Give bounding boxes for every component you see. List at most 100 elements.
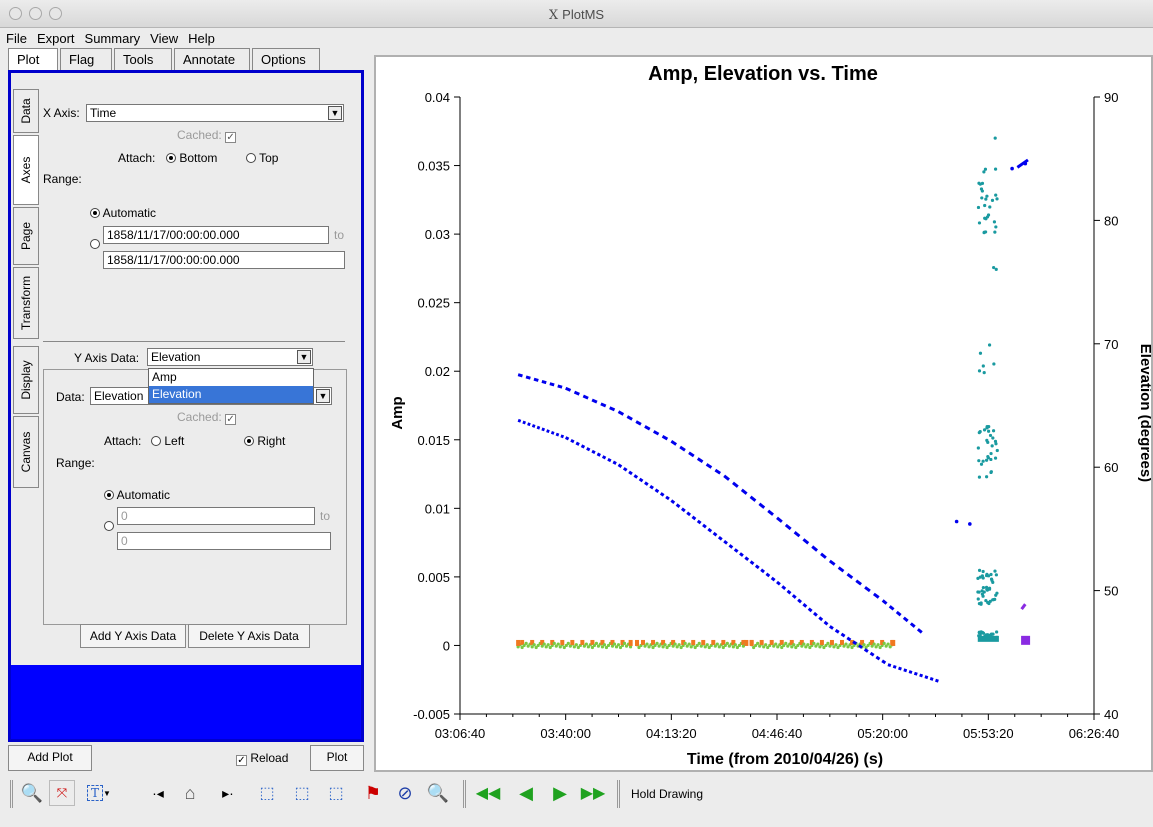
- mark-region-icon[interactable]: ⬚: [259, 785, 275, 802]
- next-iteration-icon[interactable]: ▶: [553, 782, 567, 803]
- amp-point: [663, 643, 667, 647]
- clear-regions-icon[interactable]: ⬚: [328, 785, 344, 802]
- elevation-segment: [596, 452, 601, 457]
- y2-tick-label: 80: [1104, 213, 1118, 228]
- x-range-from-input[interactable]: 1858/11/17/00:00:00.000: [103, 226, 329, 244]
- elevation-segment: [869, 651, 875, 657]
- locate-icon[interactable]: 🔍: [426, 782, 450, 803]
- y-range-to-input[interactable]: 0: [117, 532, 331, 550]
- x-manual-radio[interactable]: [90, 237, 100, 251]
- dropdown-option-amp[interactable]: Amp: [152, 370, 177, 384]
- amp-point: [758, 644, 762, 648]
- elevation-segment: [749, 560, 755, 566]
- zoom-icon[interactable]: 🔍: [20, 782, 44, 803]
- x-range-to-input[interactable]: 1858/11/17/00:00:00.000: [103, 251, 345, 269]
- add-y-axis-data-button[interactable]: Add Y Axis Data: [80, 624, 186, 648]
- delete-y-axis-data-button[interactable]: Delete Y Axis Data: [188, 624, 310, 648]
- side-tab-page[interactable]: Page: [13, 207, 39, 265]
- elevation-segment: [784, 523, 792, 531]
- amp-flag-point: [516, 639, 521, 646]
- menu-summary[interactable]: Summary: [84, 31, 141, 46]
- pan-left-icon[interactable]: ·◂: [152, 784, 164, 801]
- x-axis-select[interactable]: Time ▼: [86, 104, 344, 122]
- add-plot-button[interactable]: Add Plot: [8, 745, 92, 771]
- radio-empty-icon: [246, 153, 256, 163]
- unflag-icon[interactable]: ⊘: [397, 782, 413, 803]
- subtract-region-icon[interactable]: ⬚: [294, 785, 310, 802]
- side-tab-data[interactable]: Data: [13, 89, 39, 133]
- elevation-segment: [732, 481, 739, 488]
- side-tab-canvas-label: Canvas: [19, 431, 33, 473]
- y-axis-data-select[interactable]: Elevation ▼: [147, 348, 313, 366]
- elevation-segment: [522, 420, 526, 425]
- home-icon[interactable]: ⌂: [184, 782, 196, 803]
- y-automatic-radio[interactable]: Automatic: [104, 488, 170, 502]
- side-tab-canvas[interactable]: Canvas: [13, 416, 39, 488]
- plot-canvas[interactable]: Amp, Elevation vs. Time Time (from 2010/…: [374, 55, 1153, 772]
- y-manual-radio[interactable]: [104, 519, 114, 533]
- y-attach-left-radio[interactable]: Left: [151, 434, 184, 448]
- pan-right-icon[interactable]: ▸·: [222, 784, 234, 801]
- amp-point: [978, 351, 983, 355]
- amp-point: [548, 645, 552, 650]
- x-tick-label: 05:20:00: [857, 726, 908, 741]
- x-attach-bottom-radio[interactable]: Bottom: [166, 151, 217, 165]
- elevation-segment: [740, 488, 748, 495]
- x-automatic-radio[interactable]: Automatic: [90, 206, 156, 220]
- toolbar-grip: [10, 780, 13, 808]
- amp-flag-point: [749, 639, 754, 646]
- last-iteration-icon[interactable]: ▶▶: [580, 785, 606, 802]
- y-attach-right-radio[interactable]: Right: [244, 434, 285, 448]
- elevation-segment: [895, 610, 902, 617]
- x-attach-top-radio[interactable]: Top: [246, 151, 278, 165]
- y-automatic-text: Automatic: [116, 488, 171, 502]
- tab-options[interactable]: Options: [252, 48, 320, 71]
- flag-icon[interactable]: ⚑: [364, 782, 382, 803]
- amp-point: [522, 643, 526, 648]
- elevation-segment: [659, 492, 665, 497]
- radio-selected-icon: [166, 153, 176, 163]
- amp-point: [804, 645, 808, 649]
- dropdown-option-elevation[interactable]: Elevation: [149, 386, 313, 403]
- amp-flag-point: [520, 639, 525, 645]
- menu-view[interactable]: View: [150, 31, 179, 46]
- amp-point: [988, 205, 992, 209]
- amp-point: [983, 216, 987, 220]
- elevation-segment: [828, 559, 836, 566]
- menu-file[interactable]: File: [6, 31, 27, 46]
- tab-flag[interactable]: Flag: [60, 48, 112, 71]
- y-tick-label: 0.005: [417, 570, 450, 585]
- elevation-segment: [626, 415, 633, 421]
- side-tab-transform[interactable]: Transform: [13, 267, 39, 339]
- amp-point: [991, 436, 995, 440]
- elevation-segment: [793, 531, 801, 538]
- amp-point: [977, 369, 982, 373]
- previous-iteration-icon[interactable]: ◀: [519, 782, 533, 803]
- zoom-window-button[interactable]: [49, 7, 62, 20]
- hold-drawing-button[interactable]: Hold Drawing: [631, 787, 704, 801]
- menu-help[interactable]: Help: [188, 31, 215, 46]
- amp-point: [679, 645, 683, 650]
- x-tick-label: 03:40:00: [540, 726, 591, 741]
- elevation-segment: [531, 424, 536, 428]
- tab-tools[interactable]: Tools: [114, 48, 172, 71]
- amp-point: [645, 642, 649, 646]
- elevation-segment: [935, 678, 939, 683]
- tab-plot[interactable]: Plot: [8, 48, 58, 71]
- plot-button[interactable]: Plot: [310, 745, 364, 771]
- side-tab-axes[interactable]: Axes: [13, 135, 39, 205]
- x-tick-label: 03:06:40: [435, 726, 486, 741]
- amp-point: [870, 644, 874, 648]
- menu-export[interactable]: Export: [36, 31, 75, 46]
- first-iteration-icon[interactable]: ◀◀: [475, 785, 501, 802]
- close-window-button[interactable]: [9, 7, 22, 20]
- annotate-dropdown-icon[interactable]: T ▼: [79, 780, 119, 806]
- minimize-window-button[interactable]: [29, 7, 42, 20]
- side-tab-display[interactable]: Display: [13, 346, 39, 414]
- elevation-segment: [1020, 603, 1027, 611]
- fit-to-window-icon[interactable]: ⤧: [49, 780, 75, 806]
- tab-annotate[interactable]: Annotate: [174, 48, 250, 71]
- reload-checkbox[interactable]: ✓ Reload: [236, 751, 288, 766]
- amp-flag-point: [759, 639, 764, 645]
- y-range-from-input[interactable]: 0: [117, 507, 315, 525]
